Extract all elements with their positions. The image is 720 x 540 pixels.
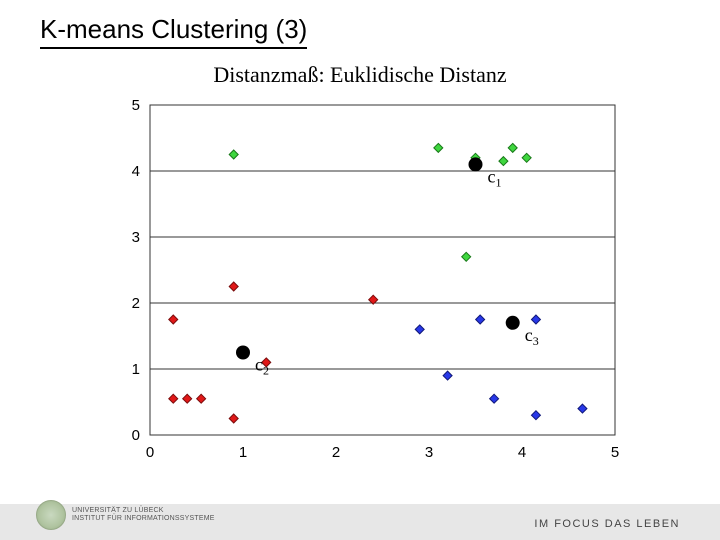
x-tick-label: 3 xyxy=(425,444,433,461)
page-title: K-means Clustering (3) xyxy=(40,14,307,49)
y-tick-label: 0 xyxy=(132,427,140,444)
y-tick-label: 5 xyxy=(132,100,140,114)
y-tick-label: 4 xyxy=(132,163,140,180)
university-seal-icon xyxy=(36,500,66,530)
x-tick-label: 5 xyxy=(611,444,619,461)
y-tick-label: 2 xyxy=(132,295,140,312)
footer-institute-name: INSTITUT FÜR INFORMATIONSSYSTEME xyxy=(72,515,215,523)
footer-uni-name: UNIVERSITÄT ZU LÜBECK xyxy=(72,507,215,515)
centroid-marker xyxy=(236,346,250,360)
centroid-marker xyxy=(506,316,520,330)
x-tick-label: 4 xyxy=(518,444,526,461)
chart-subtitle: Distanzmaß: Euklidische Distanz xyxy=(0,62,720,88)
y-tick-label: 3 xyxy=(132,229,140,246)
x-tick-label: 2 xyxy=(332,444,340,461)
footer-tagline: IM FOCUS DAS LEBEN xyxy=(534,518,680,530)
centroid-marker xyxy=(469,157,483,171)
x-tick-label: 1 xyxy=(239,444,247,461)
x-tick-label: 0 xyxy=(146,444,154,461)
y-tick-label: 1 xyxy=(132,361,140,378)
scatter-chart: 012345012345c1c2c3 xyxy=(120,100,620,470)
footer-logo: UNIVERSITÄT ZU LÜBECK INSTITUT FÜR INFOR… xyxy=(36,500,215,530)
